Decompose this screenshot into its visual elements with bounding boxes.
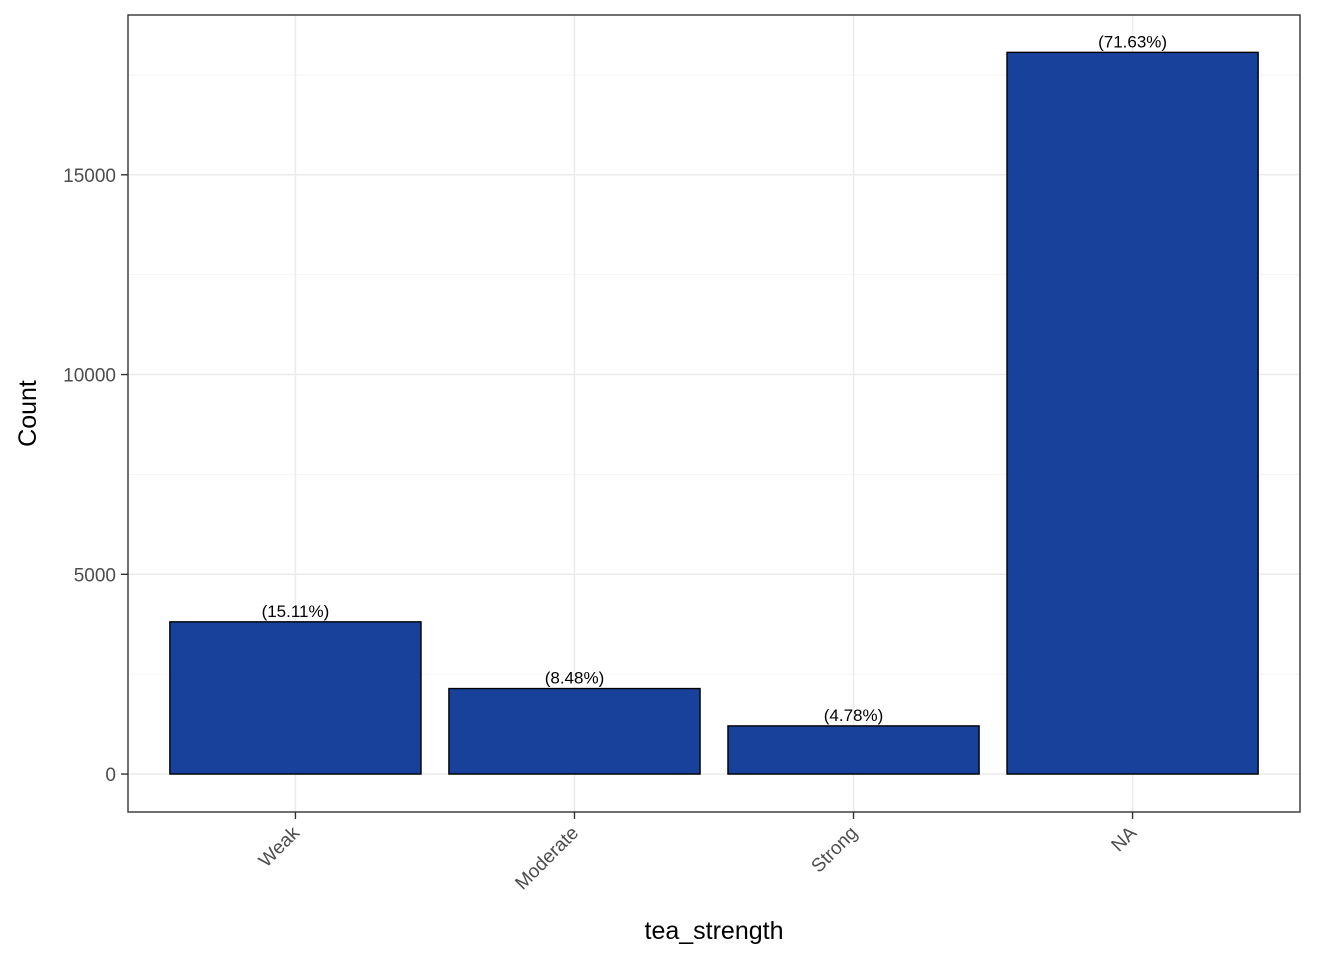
- x-tick-label: NA: [1108, 822, 1142, 856]
- bar-na: [1006, 51, 1259, 775]
- y-axis-title: Count: [14, 380, 42, 447]
- data-label: (8.48%): [545, 669, 605, 688]
- data-labels: (15.11%) (8.48%) (4.78%) (71.63%): [262, 32, 1167, 725]
- panel-border: [127, 14, 1301, 813]
- bars: [169, 51, 1259, 775]
- y-tick-label: 10000: [63, 366, 116, 387]
- x-tick-label: Moderate: [511, 823, 583, 895]
- bar-moderate: [448, 687, 701, 775]
- x-tick-label: Weak: [255, 822, 304, 871]
- y-axis: 0 5000 10000 15000: [63, 166, 128, 786]
- y-tick-label: 0: [105, 765, 116, 786]
- x-axis-title: tea_strength: [645, 917, 784, 945]
- data-label: (4.78%): [824, 706, 884, 725]
- y-tick-label: 5000: [74, 565, 116, 586]
- bar-weak: [169, 621, 422, 775]
- data-label: (71.63%): [1098, 32, 1167, 51]
- data-label: (15.11%): [262, 602, 330, 621]
- y-tick-label: 15000: [63, 166, 116, 187]
- x-tick-label: Strong: [808, 823, 862, 877]
- bar-strong: [727, 725, 980, 775]
- x-axis: Weak Moderate Strong NA: [255, 812, 1141, 894]
